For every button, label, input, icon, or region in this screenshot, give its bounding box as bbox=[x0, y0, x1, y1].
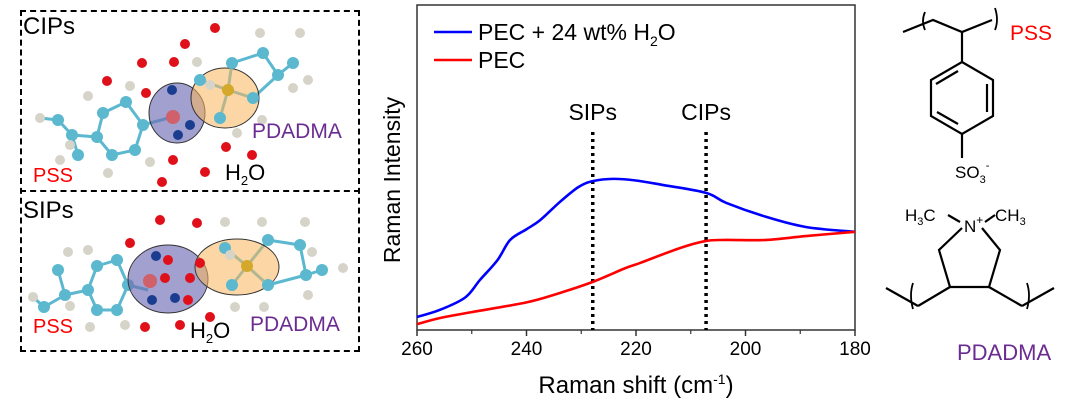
sips-water-label: H2O bbox=[190, 318, 231, 346]
cips-model bbox=[35, 23, 313, 187]
x-tick-label: 260 bbox=[401, 339, 433, 360]
annotation-label-cips: CIPs bbox=[681, 99, 731, 125]
pdadma-nitrogen: N+ bbox=[964, 213, 983, 236]
molecular-model-panel bbox=[20, 10, 360, 352]
pdadma-methyl-left: H3C bbox=[905, 206, 936, 228]
molecular-models bbox=[28, 23, 348, 332]
annotation-label-sips: SIPs bbox=[568, 99, 617, 125]
cips-water-label: H2O bbox=[225, 160, 266, 188]
legend: PEC + 24 wt% H2O PEC bbox=[434, 19, 676, 73]
x-tick-label: 240 bbox=[511, 339, 543, 360]
pdadma-methyl-right: CH3 bbox=[995, 206, 1026, 228]
sips-model bbox=[28, 215, 348, 332]
panel-divider bbox=[20, 190, 360, 192]
x-axis-label: Raman shift (cm-1) bbox=[538, 371, 733, 399]
x-tick-label: 200 bbox=[730, 339, 762, 360]
series-line-pec bbox=[416, 230, 856, 326]
sips-pdadma-label: PDADMA bbox=[250, 313, 340, 336]
pss-structure bbox=[902, 7, 998, 158]
pdadma-structure bbox=[885, 214, 1055, 310]
cips-pdadma-label: PDADMA bbox=[252, 120, 342, 143]
pdadma-structure-label: PDADMA bbox=[957, 340, 1051, 365]
cips-title: CIPs bbox=[23, 13, 76, 40]
cips-pss-label: PSS bbox=[33, 165, 74, 187]
sips-title: SIPs bbox=[23, 197, 74, 224]
sips-pss-label: PSS bbox=[33, 316, 74, 338]
y-axis-label: Raman Intensity bbox=[379, 96, 405, 263]
legend-label-pec: PEC bbox=[478, 47, 525, 73]
x-tick-label: 180 bbox=[839, 339, 871, 360]
legend-label-water: PEC + 24 wt% H2O bbox=[478, 19, 676, 49]
pss-structure-label: PSS bbox=[1010, 22, 1052, 45]
pss-sulfonate-group: SO3- bbox=[955, 160, 990, 186]
series-line-pec-water bbox=[416, 177, 856, 319]
x-tick-label: 220 bbox=[620, 339, 652, 360]
